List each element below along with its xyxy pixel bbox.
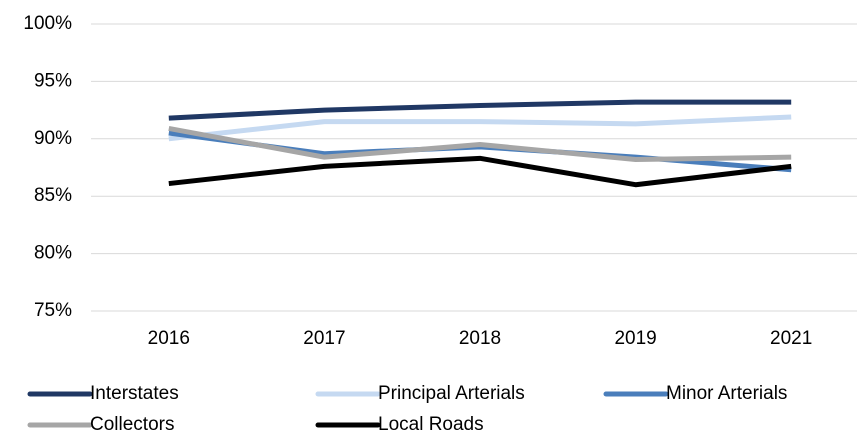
series-line xyxy=(168,99,792,121)
x-tick-label: 2018 xyxy=(459,328,501,349)
series-line xyxy=(168,126,792,162)
y-tick-label: 100% xyxy=(23,13,72,34)
legend-label: Interstates xyxy=(90,383,179,404)
y-tick-label: 80% xyxy=(34,243,72,264)
y-tick-label: 85% xyxy=(34,185,72,206)
y-tick-label: 75% xyxy=(34,300,72,321)
x-tick-label: 2017 xyxy=(303,328,345,349)
series-line xyxy=(168,155,792,188)
series-line xyxy=(168,114,792,142)
x-tick-label: 2019 xyxy=(614,328,656,349)
y-tick-label: 90% xyxy=(34,128,72,149)
x-tick-label: 2021 xyxy=(770,328,812,349)
legend-label: Minor Arterials xyxy=(666,383,787,404)
x-tick-label: 2016 xyxy=(148,328,190,349)
legend-label: Collectors xyxy=(90,414,174,435)
legend-label: Local Roads xyxy=(378,414,484,435)
legend-label: Principal Arterials xyxy=(378,383,525,404)
y-tick-label: 95% xyxy=(34,70,72,91)
